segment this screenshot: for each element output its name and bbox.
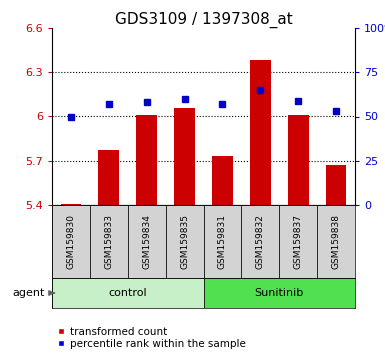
Text: agent: agent (12, 288, 44, 298)
Text: GSM159834: GSM159834 (142, 214, 151, 269)
Text: GSM159830: GSM159830 (67, 214, 75, 269)
Bar (204, 205, 241, 278)
Text: GSM159833: GSM159833 (104, 214, 113, 269)
Bar (288, 115, 309, 205)
Bar (60, 204, 81, 205)
Text: GSM159835: GSM159835 (180, 214, 189, 269)
Text: GSM159831: GSM159831 (218, 214, 227, 269)
Bar (166, 205, 204, 278)
Bar (241, 205, 279, 278)
Bar (317, 205, 355, 278)
Bar (212, 156, 233, 205)
Bar (250, 61, 271, 205)
Bar (174, 108, 195, 205)
Bar (204, 278, 355, 308)
Text: Sunitinib: Sunitinib (254, 288, 304, 298)
Bar (326, 165, 346, 205)
Text: GSM159837: GSM159837 (294, 214, 303, 269)
Bar (52, 278, 204, 308)
Bar (128, 205, 166, 278)
Bar (136, 115, 157, 205)
Title: GDS3109 / 1397308_at: GDS3109 / 1397308_at (115, 12, 292, 28)
Text: GSM159832: GSM159832 (256, 214, 265, 269)
Bar (90, 205, 128, 278)
Legend: transformed count, percentile rank within the sample: transformed count, percentile rank withi… (57, 327, 246, 349)
Bar (99, 150, 119, 205)
Text: control: control (109, 288, 147, 298)
Text: GSM159838: GSM159838 (331, 214, 341, 269)
Bar (279, 205, 317, 278)
Bar (52, 205, 90, 278)
